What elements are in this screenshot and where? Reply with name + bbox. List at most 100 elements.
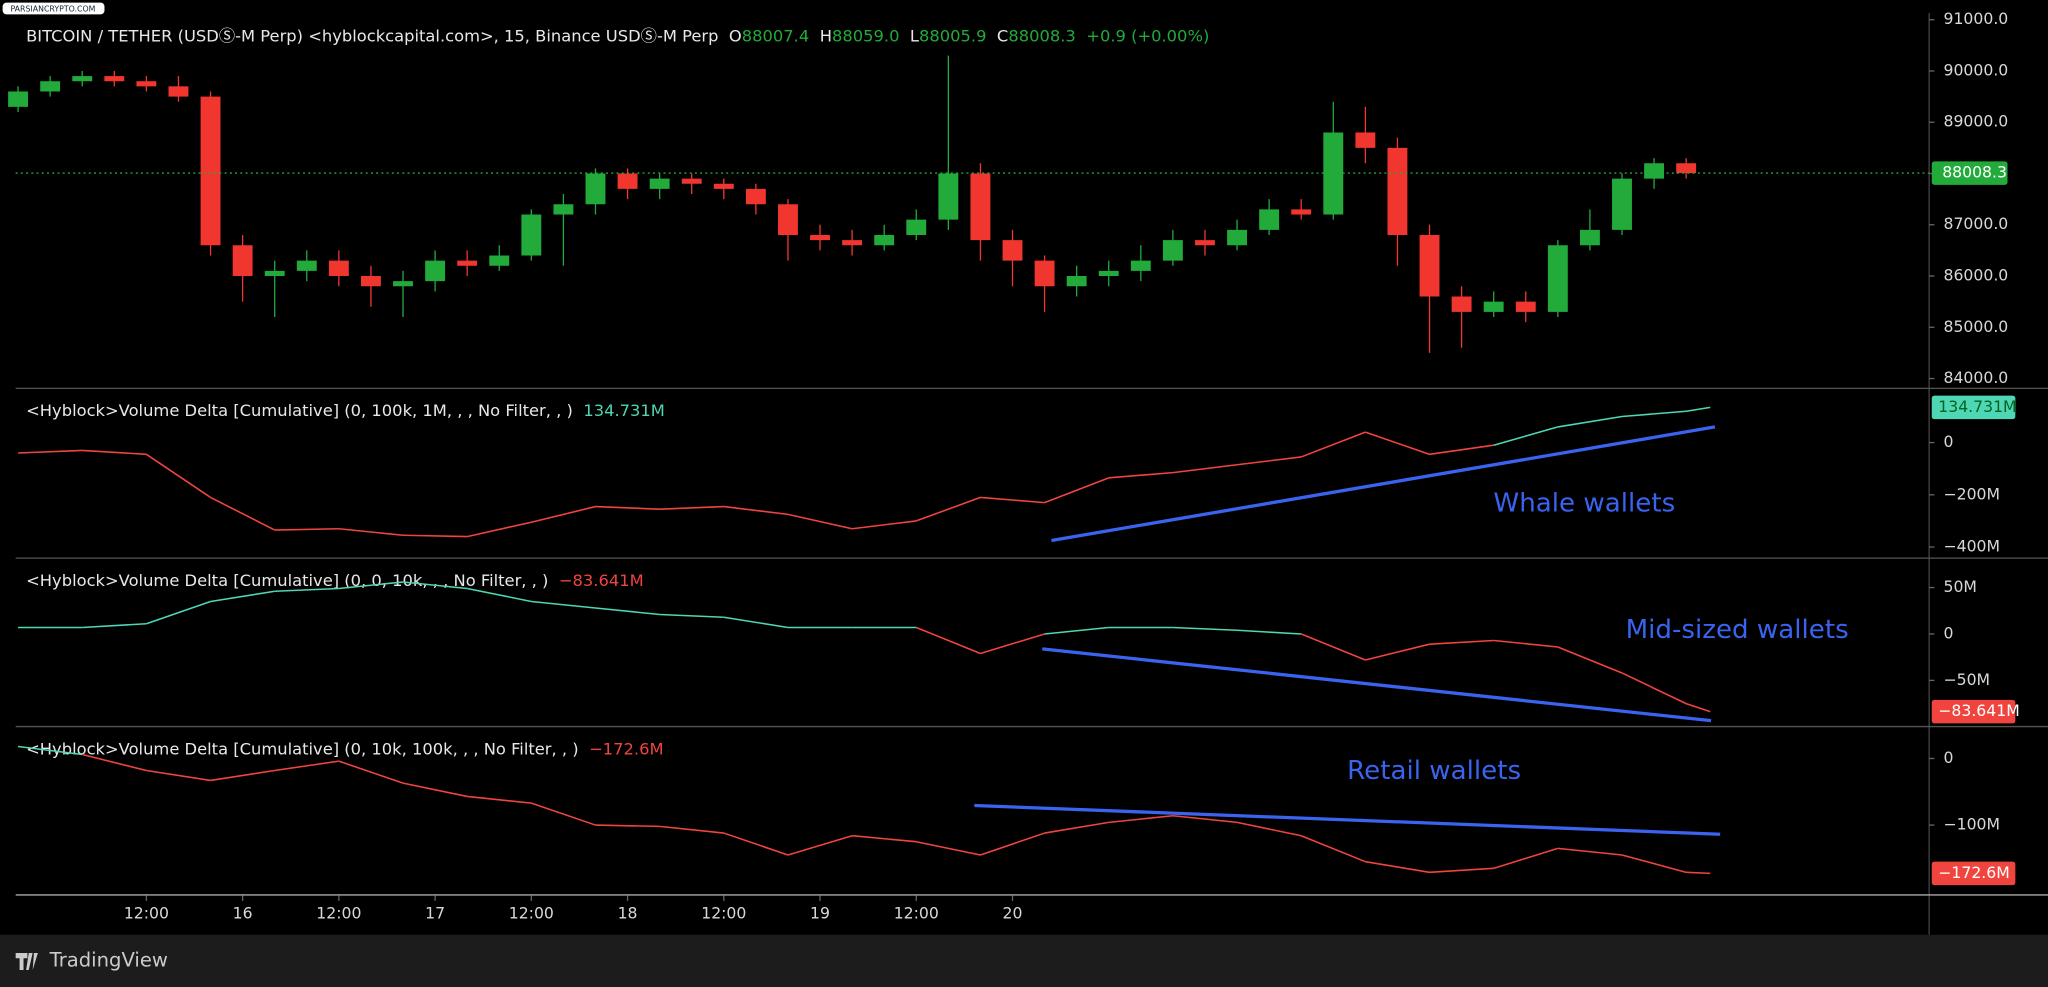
candle-body: [1355, 132, 1376, 148]
candle-body: [585, 173, 606, 205]
candle-body: [393, 281, 413, 287]
line-segment: [338, 527, 404, 537]
pane-title: <Hyblock>Volume Delta [Cumulative] (0, 0…: [26, 570, 548, 589]
candle-body: [1259, 209, 1280, 230]
line-segment: [1557, 415, 1623, 428]
candle-body: [136, 81, 157, 87]
x-tick-label: 16: [233, 903, 253, 922]
line-segment: [82, 622, 147, 629]
line-segment: [1685, 702, 1711, 713]
line-segment: [1044, 626, 1109, 635]
x-tick-label: 12:00: [124, 903, 169, 922]
last-value-label: 134.731M: [1938, 397, 2016, 416]
ohlc-legend: L: [910, 26, 919, 45]
line-segment: [402, 782, 468, 798]
line-segment: [659, 825, 724, 834]
candle-body: [8, 91, 29, 107]
pane-value: −83.641M: [559, 570, 644, 589]
candle-body: [1066, 276, 1087, 287]
candle-body: [1644, 163, 1665, 179]
candle-body: [1515, 301, 1536, 312]
line-segment: [17, 745, 83, 756]
pane-title: <Hyblock>Volume Delta [Cumulative] (0, 1…: [26, 401, 573, 420]
line-segment: [723, 616, 789, 629]
line-segment: [980, 633, 1045, 655]
last-value-badge: [1931, 861, 2016, 886]
line-segment: [1300, 633, 1366, 661]
line-segment: [1557, 646, 1623, 674]
candle-body: [842, 240, 863, 246]
line-segment: [595, 505, 660, 510]
candle-body: [713, 183, 734, 189]
candle-body: [72, 76, 93, 82]
x-tick-label: 12:00: [701, 903, 746, 922]
candle-body: [1419, 235, 1440, 297]
line-segment: [338, 581, 404, 590]
line-segment: [915, 626, 981, 655]
last-price-label: 88008.3: [1942, 163, 2007, 182]
line-segment: [274, 587, 339, 593]
line-segment: [82, 753, 147, 772]
line-segment: [145, 453, 211, 499]
line-segment: [1621, 410, 1687, 418]
ohlc-legend: 88008.3: [1008, 26, 1075, 45]
line-segment: [1300, 431, 1366, 458]
line-segment: [1429, 444, 1494, 456]
x-tick-label: 17: [425, 903, 445, 922]
candle-body: [1451, 296, 1472, 312]
last-value-badge: [1931, 395, 2016, 420]
y-tick-label: −200M: [1944, 484, 2001, 503]
line-segment: [146, 769, 211, 782]
candle-body: [970, 173, 991, 241]
line-segment: [852, 520, 917, 530]
y-tick-label: 90000.0: [1944, 60, 2009, 79]
line-segment: [1686, 871, 1711, 875]
line-segment: [1365, 860, 1430, 874]
line-segment: [467, 795, 532, 804]
candle-body: [938, 173, 959, 220]
line-segment: [1108, 814, 1173, 824]
line-segment: [1172, 464, 1238, 474]
y-tick-label: 84000.0: [1944, 368, 2009, 387]
x-tick-label: 19: [810, 903, 830, 922]
candle-body: [1002, 240, 1023, 261]
y-tick-label: 0: [1944, 748, 1954, 767]
line-segment: [146, 600, 211, 625]
candle-body: [1227, 229, 1247, 246]
line-segment: [210, 496, 276, 531]
candle-body: [1162, 240, 1183, 261]
ohlc-legend: O: [729, 26, 742, 45]
watermark: PARSIANCRYPTO.COM: [10, 5, 95, 14]
line-segment: [595, 607, 660, 616]
line-segment: [1686, 406, 1711, 413]
pane-value: −172.6M: [589, 739, 663, 758]
candle-body: [649, 178, 670, 189]
candle-body: [874, 235, 895, 246]
annotation: Retail wallets: [1347, 756, 1521, 786]
candle-body: [40, 81, 61, 92]
candle-body: [425, 260, 446, 282]
candle-body: [168, 86, 189, 97]
line-segment: [1621, 854, 1687, 874]
candle-body: [681, 178, 702, 184]
line-segment: [1172, 626, 1238, 632]
line-segment: [659, 613, 724, 619]
ohlc-legend: 88007.4: [742, 26, 809, 45]
last-value-label: −83.641M: [1938, 701, 2019, 720]
line-segment: [1044, 821, 1109, 834]
y-tick-label: 91000.0: [1944, 9, 2009, 28]
line-segment: [1365, 643, 1430, 661]
line-segment: [1365, 431, 1430, 456]
line-segment: [787, 513, 853, 530]
ohlc-legend: 88005.9: [919, 26, 986, 45]
candle-body: [1547, 245, 1568, 312]
pane-header: BITCOIN / TETHER (USDⓈ-M Perp) <hyblockc…: [26, 26, 1209, 45]
candle-body: [810, 235, 830, 241]
line-segment: [916, 840, 981, 856]
line-segment: [274, 760, 339, 772]
line-segment: [1621, 672, 1687, 705]
line-segment: [1237, 629, 1302, 635]
line-segment: [18, 449, 83, 454]
line-segment: [403, 534, 468, 538]
